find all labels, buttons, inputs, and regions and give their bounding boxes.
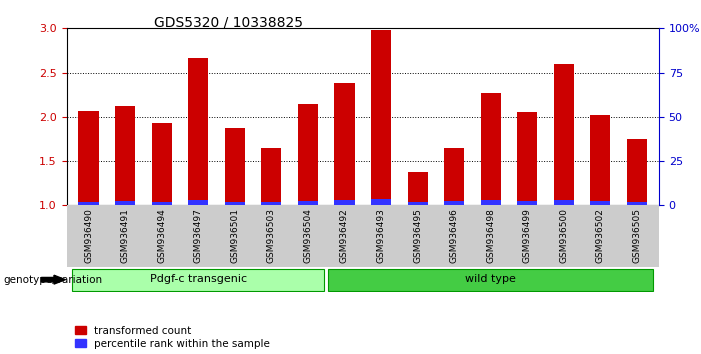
Bar [334, 83, 355, 205]
Bar [298, 201, 318, 205]
Bar [517, 113, 538, 205]
Bar [151, 202, 172, 205]
Text: GSM936496: GSM936496 [449, 209, 458, 263]
Bar [371, 199, 391, 205]
Text: GSM936502: GSM936502 [596, 209, 605, 263]
Bar [115, 106, 135, 205]
Bar [334, 200, 355, 205]
Bar [444, 148, 464, 205]
Bar [371, 30, 391, 205]
Bar [151, 123, 172, 205]
Bar [261, 202, 281, 205]
Bar [590, 115, 611, 205]
Text: GSM936494: GSM936494 [157, 209, 166, 263]
Bar [328, 268, 653, 291]
Text: GSM936490: GSM936490 [84, 209, 93, 263]
Bar [590, 201, 611, 205]
FancyArrow shape [41, 275, 65, 284]
Bar [407, 202, 428, 205]
Text: wild type: wild type [465, 274, 516, 284]
Text: GSM936498: GSM936498 [486, 209, 495, 263]
Bar [79, 202, 99, 205]
Bar [188, 58, 208, 205]
Bar [554, 64, 574, 205]
Text: GSM936503: GSM936503 [267, 209, 276, 263]
Bar [444, 201, 464, 205]
Text: GSM936504: GSM936504 [304, 209, 313, 263]
Bar [225, 202, 245, 205]
Text: Pdgf-c transgenic: Pdgf-c transgenic [150, 274, 247, 284]
Legend: transformed count, percentile rank within the sample: transformed count, percentile rank withi… [75, 326, 270, 349]
Bar [481, 200, 501, 205]
Bar [261, 148, 281, 205]
Bar [225, 128, 245, 205]
Bar [115, 201, 135, 205]
Text: GSM936495: GSM936495 [413, 209, 422, 263]
Text: GSM936499: GSM936499 [523, 209, 532, 263]
Text: genotype/variation: genotype/variation [4, 275, 102, 285]
Text: GDS5320 / 10338825: GDS5320 / 10338825 [154, 16, 304, 30]
Bar [627, 139, 647, 205]
Bar [72, 268, 325, 291]
Text: GSM936501: GSM936501 [231, 209, 239, 263]
Text: GSM936493: GSM936493 [376, 209, 386, 263]
Text: GSM936505: GSM936505 [632, 209, 641, 263]
Bar [627, 202, 647, 205]
Bar [79, 111, 99, 205]
Bar [188, 200, 208, 205]
Text: GSM936492: GSM936492 [340, 209, 349, 263]
Bar [554, 200, 574, 205]
Bar [481, 93, 501, 205]
Text: GSM936497: GSM936497 [193, 209, 203, 263]
Text: GSM936491: GSM936491 [121, 209, 130, 263]
Bar [407, 172, 428, 205]
Bar [298, 104, 318, 205]
Bar [517, 201, 538, 205]
Text: GSM936500: GSM936500 [559, 209, 569, 263]
